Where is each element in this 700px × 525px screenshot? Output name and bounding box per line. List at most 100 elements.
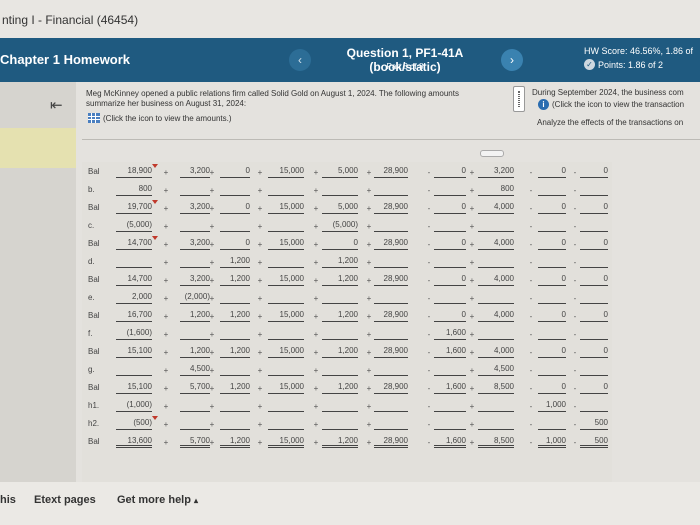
cell-cash[interactable]: (1,600) (116, 328, 152, 340)
cell-cash[interactable]: (500) (116, 418, 152, 430)
cell-withdrawals[interactable] (478, 418, 514, 430)
cell-expenses[interactable] (580, 292, 608, 304)
cell-revenues[interactable]: 1,000 (538, 400, 566, 412)
cell-withdrawals[interactable] (478, 220, 514, 232)
cell-land[interactable] (268, 328, 304, 340)
operator-sign: + (163, 222, 169, 231)
cell-supplies[interactable] (220, 184, 250, 196)
cell-acct_pay[interactable]: 1,200 (322, 256, 358, 268)
cell-acct_pay[interactable] (322, 328, 358, 340)
cell-supplies[interactable] (220, 400, 250, 412)
cell-expenses[interactable] (580, 400, 608, 412)
cell-supplies[interactable] (220, 328, 250, 340)
etext-pages-link[interactable]: Etext pages (34, 494, 96, 506)
cell-notes_pay[interactable] (374, 292, 408, 304)
cell-expenses[interactable] (580, 184, 608, 196)
cell-supplies[interactable] (220, 220, 250, 232)
operator-sign: + (257, 258, 263, 267)
cell-cash[interactable] (116, 364, 152, 376)
cell-land[interactable] (268, 184, 304, 196)
cell-acct_rec[interactable] (180, 400, 210, 412)
get-more-help-button[interactable]: Get more help ▴ (117, 494, 198, 506)
footer-left-link[interactable]: his (0, 494, 16, 506)
cell-supplies[interactable]: 1,200 (220, 256, 250, 268)
cell-capital[interactable] (434, 292, 466, 304)
cell-notes_pay[interactable] (374, 328, 408, 340)
cell-notes_pay[interactable] (374, 220, 408, 232)
operator-sign: - (529, 204, 533, 213)
cell-expenses[interactable] (580, 256, 608, 268)
cell-supplies[interactable] (220, 364, 250, 376)
cell-capital[interactable] (434, 256, 466, 268)
cell-acct_rec[interactable]: (2,000) (180, 292, 210, 304)
cell-withdrawals[interactable] (478, 292, 514, 304)
view-amounts-link[interactable]: (Click the icon to view the amounts.) (88, 113, 232, 123)
cell-acct_pay[interactable] (322, 364, 358, 376)
cell-acct_pay[interactable] (322, 418, 358, 430)
cell-revenues[interactable] (538, 328, 566, 340)
next-question-icon[interactable]: › (501, 49, 523, 71)
cell-acct_rec[interactable] (180, 418, 210, 430)
cell-land[interactable] (268, 364, 304, 376)
cell-revenues[interactable] (538, 256, 566, 268)
cell-notes_pay[interactable] (374, 364, 408, 376)
cell-revenues[interactable] (538, 364, 566, 376)
cell-capital[interactable]: 1,600 (434, 328, 466, 340)
cell-notes_pay[interactable] (374, 418, 408, 430)
cell-withdrawals[interactable] (478, 328, 514, 340)
cell-supplies[interactable] (220, 292, 250, 304)
cell-cash[interactable]: (5,000) (116, 220, 152, 232)
cell-cash[interactable] (116, 256, 152, 268)
cell-expenses[interactable] (580, 364, 608, 376)
cell-revenues[interactable] (538, 220, 566, 232)
info-icon[interactable]: i (538, 99, 549, 110)
cell-expenses[interactable] (580, 220, 608, 232)
cell-capital[interactable] (434, 418, 466, 430)
cell-expenses[interactable]: 500 (580, 418, 608, 430)
chapter-title[interactable]: Chapter 1 Homework (0, 52, 131, 67)
cell-capital[interactable] (434, 400, 466, 412)
cell-expenses[interactable] (580, 328, 608, 340)
operator-sign: + (163, 294, 169, 303)
cell-acct_pay[interactable]: (5,000) (322, 220, 358, 232)
browser-tab-title[interactable]: nting I - Financial (46454) (2, 13, 139, 27)
cell-revenues[interactable] (538, 184, 566, 196)
cell-notes_pay[interactable] (374, 400, 408, 412)
cell-revenues[interactable] (538, 292, 566, 304)
cell-withdrawals[interactable]: 4,500 (478, 364, 514, 376)
cell-revenues[interactable] (538, 418, 566, 430)
view-transactions-link[interactable]: i (Click the icon to view the transactio… (532, 99, 700, 110)
table-grid-icon[interactable] (88, 113, 100, 123)
collapse-arrow-icon[interactable]: ⇤ (50, 97, 63, 114)
cell-land[interactable] (268, 292, 304, 304)
cell-land[interactable] (268, 256, 304, 268)
cell-notes_pay[interactable] (374, 184, 408, 196)
cell-cash[interactable]: 800 (116, 184, 152, 196)
cell-notes_pay[interactable] (374, 256, 408, 268)
cell-acct_rec[interactable] (180, 184, 210, 196)
cell-acct_rec[interactable] (180, 328, 210, 340)
pane-splitter-handle[interactable] (513, 86, 525, 112)
cell-capital[interactable] (434, 184, 466, 196)
cell-acct_pay[interactable] (322, 184, 358, 196)
cell-acct_rec[interactable] (180, 256, 210, 268)
cell-cash[interactable]: 2,000 (116, 292, 152, 304)
cell-withdrawals[interactable] (478, 256, 514, 268)
cell-land[interactable] (268, 400, 304, 412)
cell-withdrawals[interactable] (478, 400, 514, 412)
cell-land[interactable] (268, 418, 304, 430)
cell-acct_pay[interactable] (322, 400, 358, 412)
cell-acct_rec[interactable]: 4,500 (180, 364, 210, 376)
operator-sign: + (313, 348, 319, 357)
operator-sign: + (313, 366, 319, 375)
cell-cash[interactable]: (1,000) (116, 400, 152, 412)
cell-supplies[interactable] (220, 418, 250, 430)
cell-land[interactable] (268, 220, 304, 232)
more-dots-icon[interactable] (480, 150, 504, 157)
cell-acct_pay[interactable] (322, 292, 358, 304)
cell-capital[interactable] (434, 364, 466, 376)
cell-capital[interactable] (434, 220, 466, 232)
cell-withdrawals[interactable]: 800 (478, 184, 514, 196)
cell-acct_rec[interactable] (180, 220, 210, 232)
previous-question-icon[interactable]: ‹ (289, 49, 311, 71)
